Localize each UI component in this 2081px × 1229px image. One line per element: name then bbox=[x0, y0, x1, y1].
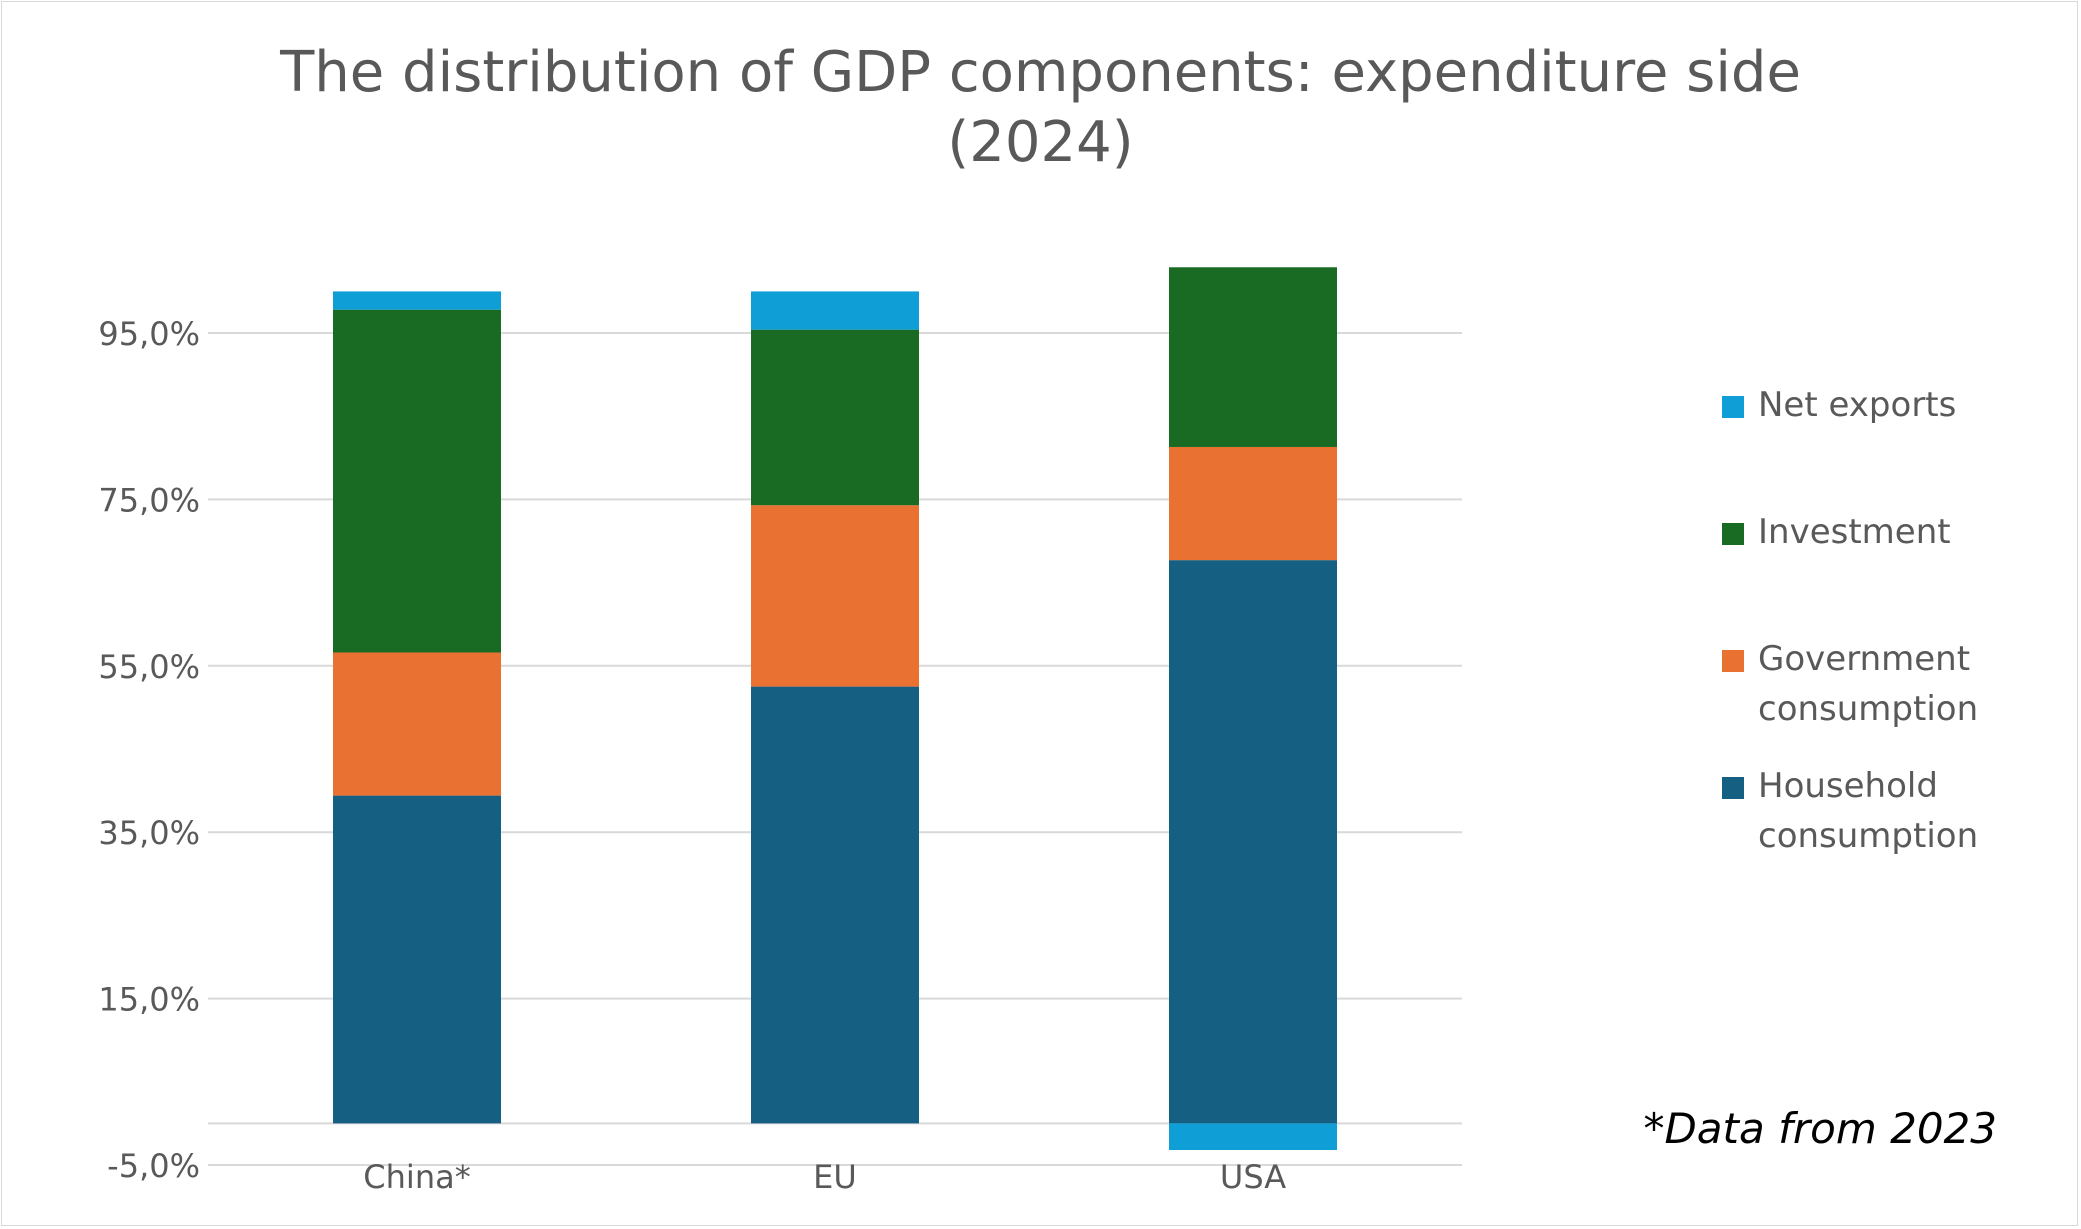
bars bbox=[333, 267, 1337, 1151]
legend-swatch-investment bbox=[1722, 523, 1744, 545]
bar-usa-household-consumption bbox=[1169, 560, 1337, 1124]
bar-eu-household-consumption bbox=[751, 686, 919, 1124]
x-tick-label-china: China* bbox=[363, 1158, 470, 1196]
legend-swatch-household-consumption bbox=[1722, 777, 1744, 799]
y-tick-label: 15,0% bbox=[98, 981, 200, 1019]
bar-china-net-exports bbox=[333, 291, 501, 310]
legend-label-household-consumption: Household consumption bbox=[1758, 766, 1979, 856]
legend-label-investment: Investment bbox=[1758, 512, 1951, 552]
y-tick-label: 35,0% bbox=[98, 814, 200, 852]
y-tick-label: 55,0% bbox=[98, 648, 200, 686]
chart-title-line-1: The distribution of GDP components: expe… bbox=[280, 40, 1801, 105]
legend-swatch-government-consumption bbox=[1722, 650, 1744, 672]
chart-title: The distribution of GDP components: expe… bbox=[0, 38, 2081, 178]
x-tick-label-usa: USA bbox=[1220, 1158, 1286, 1196]
y-tick-label: 75,0% bbox=[98, 481, 200, 519]
bar-usa-investment bbox=[1169, 267, 1337, 447]
y-tick-label: 95,0% bbox=[98, 315, 200, 353]
y-tick-label: -5,0% bbox=[107, 1147, 200, 1185]
x-tick-label-eu: EU bbox=[813, 1158, 857, 1196]
bar-eu-net-exports bbox=[751, 291, 919, 330]
legend-label-net-exports: Net exports bbox=[1758, 385, 1957, 425]
y-axis-tick-labels: -5,0% 15,0% 35,0% 55,0% 75,0% 95,0% bbox=[98, 315, 200, 1185]
x-axis-tick-labels: China* EU USA bbox=[363, 1158, 1286, 1196]
legend-label-government-consumption: Government consumption bbox=[1758, 639, 1979, 729]
chart-title-line-2: (2024) bbox=[947, 110, 1134, 175]
bar-eu-government-consumption bbox=[751, 505, 919, 687]
bar-china-household-consumption bbox=[333, 795, 501, 1124]
bar-china-government-consumption bbox=[333, 652, 501, 796]
bar-usa-net-exports bbox=[1169, 1123, 1337, 1151]
bar-eu-investment bbox=[751, 329, 919, 506]
footnote: *Data from 2023 bbox=[1643, 1104, 1997, 1153]
bar-usa-government-consumption bbox=[1169, 446, 1337, 561]
legend-swatch-net-exports bbox=[1722, 396, 1744, 418]
bar-china-investment bbox=[333, 309, 501, 653]
